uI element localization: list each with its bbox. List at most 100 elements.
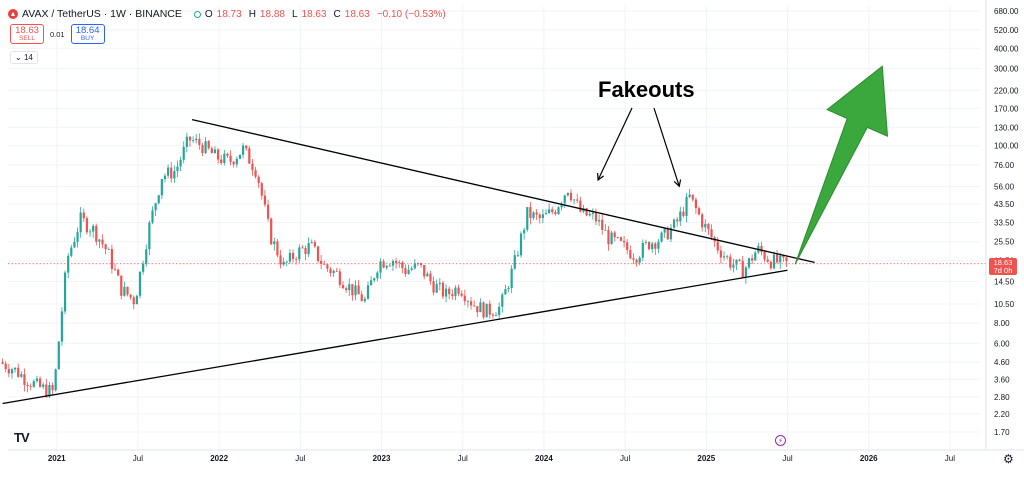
indicators-toggle[interactable]: ⌄ 14	[10, 51, 38, 64]
candle-up	[235, 158, 238, 165]
grid	[8, 6, 980, 452]
x-tick-label: Jul	[945, 454, 955, 463]
candle-down	[51, 384, 54, 391]
candle-up	[213, 149, 217, 154]
buy-label: BUY	[80, 35, 95, 42]
candle-down	[460, 293, 463, 296]
candle-down	[766, 259, 769, 262]
candle-up	[541, 214, 544, 219]
y-tick-label: 520.00	[994, 26, 1019, 35]
candle-down	[601, 219, 604, 230]
candle-down	[622, 240, 626, 243]
candle-down	[45, 384, 48, 397]
candle-up	[597, 219, 601, 222]
candle-down	[220, 159, 223, 164]
candle-down	[17, 367, 20, 377]
candle-up	[604, 229, 607, 231]
last-price-tag: 18.63 7d 0h	[989, 258, 1017, 275]
candle-down	[473, 305, 476, 307]
candle-down	[613, 232, 616, 238]
gear-icon[interactable]: ⚙	[1003, 452, 1014, 466]
avax-logo-icon: ▲	[8, 9, 18, 19]
candle-down	[763, 251, 766, 260]
candle-up	[42, 384, 45, 387]
y-tick-label: 2.80	[994, 393, 1010, 402]
candle-up	[10, 369, 14, 374]
candle-down	[482, 302, 485, 318]
buy-button[interactable]: 18.64 BUY	[70, 24, 105, 44]
candle-down	[270, 218, 273, 245]
candle-up	[288, 252, 292, 262]
trendlines[interactable]	[2, 65, 988, 405]
candle-up	[669, 227, 673, 240]
flash-icon[interactable]: ⚡	[775, 435, 786, 446]
candle-up	[573, 199, 576, 201]
candle-down	[7, 369, 10, 374]
candle-down	[554, 212, 557, 215]
market-status-icon	[193, 10, 201, 18]
candle-up	[610, 232, 613, 245]
candle-up	[651, 243, 654, 250]
candle-down	[251, 163, 254, 171]
candle-down	[469, 301, 473, 306]
candle-up	[185, 136, 188, 147]
candle-down	[666, 228, 669, 240]
candle-up	[163, 175, 167, 180]
candle-down	[785, 257, 788, 262]
tradingview-logo[interactable]: TV	[14, 430, 30, 445]
candle-down	[594, 212, 598, 222]
candle-up	[138, 271, 142, 296]
candle-down	[301, 247, 304, 249]
x-tick-label: 2024	[535, 454, 553, 463]
y-tick-label: 10.50	[994, 300, 1015, 309]
symbol-title[interactable]: AVAX / TetherUS · 1W · BINANCE	[22, 8, 182, 20]
candle-down	[126, 286, 129, 295]
candle-down	[345, 288, 348, 291]
candle-down	[585, 208, 588, 216]
candle-up	[544, 213, 548, 215]
candle-down	[629, 250, 632, 259]
candle-up	[688, 194, 691, 197]
x-tick-label: Jul	[133, 454, 143, 463]
candle-down	[751, 258, 754, 261]
sell-button[interactable]: 18.63 SELL	[10, 24, 44, 44]
candle-up	[354, 285, 357, 296]
candle-down	[229, 155, 232, 162]
y-tick-label: 170.00	[994, 104, 1019, 113]
candle-up	[176, 166, 179, 172]
candle-up	[35, 378, 39, 382]
candle-up	[241, 145, 245, 155]
candle-down	[529, 207, 532, 218]
candle-up	[123, 286, 126, 296]
candle-down	[326, 264, 329, 269]
time-axis[interactable]: 2021 Jul 2022 Jul 2023 Jul 2024 Jul 2025 Jul 2026 J…	[8, 449, 1024, 463]
bar-countdown: 7d 0h	[993, 266, 1013, 275]
candle-up	[510, 268, 513, 289]
y-tick-label: 680.00	[994, 7, 1019, 16]
candle-up	[704, 223, 707, 228]
candle-down	[351, 284, 354, 296]
symbol-legend: ▲ AVAX / TetherUS · 1W · BINANCE O 18.73 …	[8, 8, 446, 20]
candle-up	[154, 203, 157, 211]
projection-arrow[interactable]	[794, 65, 889, 265]
candle-up	[644, 241, 648, 243]
candle-up	[663, 228, 666, 233]
candle-down	[320, 260, 323, 264]
candle-up	[148, 222, 151, 250]
price-axis[interactable]: 680.00 520.00 400.00 300.00 220.00 170.00 130.…	[985, 0, 1019, 450]
candle-down	[682, 211, 685, 216]
candle-down	[776, 254, 779, 263]
candle-down	[291, 252, 295, 260]
candle-down	[769, 261, 772, 269]
candle-up	[310, 242, 313, 244]
fakeout-arrowhead	[597, 172, 605, 182]
candle-down	[82, 212, 85, 219]
candle-down	[357, 285, 360, 295]
candle-down	[432, 281, 435, 293]
candle-up	[548, 209, 551, 214]
support-trendline[interactable]	[2, 269, 788, 405]
candle-down	[276, 241, 279, 256]
resistance-trendline[interactable]	[191, 118, 815, 264]
